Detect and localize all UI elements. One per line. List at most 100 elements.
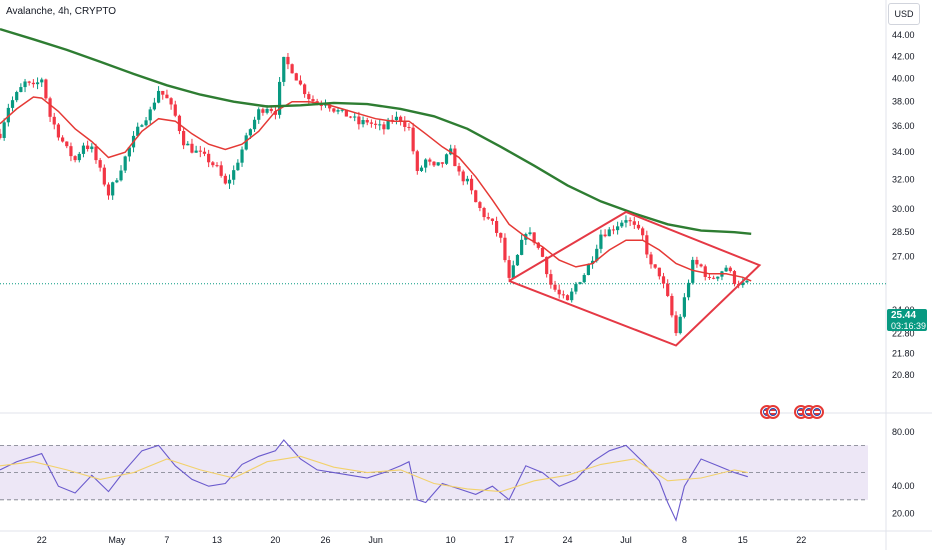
- candle-body: [90, 146, 94, 150]
- candle-body: [127, 147, 131, 157]
- candle-body: [390, 119, 394, 121]
- candle-body: [332, 108, 336, 112]
- candle-body: [486, 217, 490, 219]
- economic-event-us-flag-icon[interactable]: [810, 405, 824, 419]
- candle-body: [528, 232, 532, 235]
- candle-body: [453, 148, 457, 167]
- candle-body: [182, 131, 186, 146]
- candle-body: [716, 276, 720, 279]
- candle-body: [240, 149, 244, 163]
- x-tick-label: Jul: [620, 535, 632, 545]
- candle-body: [319, 104, 323, 106]
- candle-body: [432, 161, 436, 166]
- candle-body: [686, 282, 691, 298]
- rsi-y-tick-label: 40.00: [892, 481, 915, 491]
- candle-body: [303, 84, 307, 95]
- candle-body: [169, 98, 173, 105]
- candle-body: [419, 167, 424, 171]
- x-tick-label: 13: [212, 535, 222, 545]
- candle-body: [695, 259, 699, 265]
- candle-body: [678, 316, 682, 334]
- candle-body: [403, 121, 407, 127]
- candle-body: [653, 264, 657, 268]
- candle-body: [60, 137, 65, 142]
- candle-body: [294, 73, 298, 81]
- economic-event-us-flag-icon[interactable]: [766, 405, 780, 419]
- candle-body: [444, 154, 449, 164]
- candle-body: [595, 248, 599, 261]
- candle-body: [670, 295, 674, 316]
- candle-body: [31, 82, 35, 85]
- candle-body: [15, 92, 19, 101]
- candle-body: [40, 79, 44, 83]
- candle-body: [44, 79, 48, 99]
- candle-body: [424, 159, 428, 168]
- x-tick-label: 26: [320, 535, 330, 545]
- candle-body: [507, 260, 511, 278]
- candle-body: [632, 221, 636, 225]
- candle-body: [328, 104, 332, 109]
- x-tick-label: 17: [504, 535, 514, 545]
- candle-body: [691, 259, 695, 283]
- candle-body: [482, 208, 486, 218]
- candle-body: [707, 276, 712, 278]
- candle-body: [603, 234, 607, 237]
- candle-body: [156, 90, 161, 103]
- candle-body: [48, 98, 52, 117]
- candle-body: [111, 182, 115, 196]
- candle-body: [35, 82, 40, 85]
- y-tick-label: 32.00: [892, 175, 915, 185]
- candle-body: [469, 178, 474, 191]
- candle-body: [194, 150, 198, 153]
- x-tick-label: 22: [37, 535, 47, 545]
- candle-body: [73, 156, 77, 161]
- candle-body: [532, 232, 536, 243]
- candle-body: [574, 284, 578, 292]
- x-tick-label: 10: [446, 535, 456, 545]
- candle-body: [190, 143, 194, 153]
- y-tick-label: 40.00: [892, 73, 915, 83]
- x-tick-label: May: [108, 535, 126, 545]
- candle-body: [582, 275, 586, 283]
- candle-body: [81, 145, 86, 154]
- candle-body: [353, 116, 357, 118]
- candle-body: [286, 56, 290, 65]
- candle-body: [645, 235, 649, 255]
- rsi-y-tick-label: 20.00: [892, 508, 915, 518]
- y-tick-label: 34.00: [892, 147, 915, 157]
- x-tick-label: 24: [563, 535, 573, 545]
- candle-body: [252, 119, 257, 130]
- candle-body: [474, 190, 478, 203]
- moving-average-fast-line: [0, 96, 752, 282]
- y-tick-label: 21.80: [892, 349, 915, 359]
- chart-title: Avalanche, 4h, CRYPTO: [6, 6, 117, 17]
- candle-body: [244, 135, 248, 150]
- candle-body: [27, 81, 31, 83]
- rsi-y-tick-label: 80.00: [892, 427, 915, 437]
- currency-button[interactable]: USD: [888, 3, 920, 25]
- candle-body: [0, 133, 2, 138]
- candle-body: [161, 90, 165, 95]
- candle-body: [557, 289, 561, 295]
- y-tick-label: 38.00: [892, 97, 915, 107]
- candle-body: [186, 143, 190, 146]
- candle-body: [503, 237, 507, 261]
- x-tick-label: 7: [164, 535, 169, 545]
- x-tick-label: 15: [738, 535, 748, 545]
- candle-body: [19, 87, 23, 93]
- y-tick-label: 27.00: [892, 252, 915, 262]
- candle-body: [323, 104, 328, 106]
- candle-body: [357, 116, 361, 125]
- candle-body: [494, 221, 499, 233]
- candle-body: [273, 111, 278, 115]
- candle-body: [69, 146, 73, 157]
- moving-average-slow-line: [0, 27, 752, 235]
- candle-body: [586, 264, 591, 276]
- candle-body: [394, 116, 399, 121]
- candle-body: [86, 145, 90, 150]
- candle-body: [277, 81, 282, 115]
- candle-body: [202, 151, 207, 154]
- candle-body: [373, 123, 378, 125]
- candle-body: [119, 170, 123, 181]
